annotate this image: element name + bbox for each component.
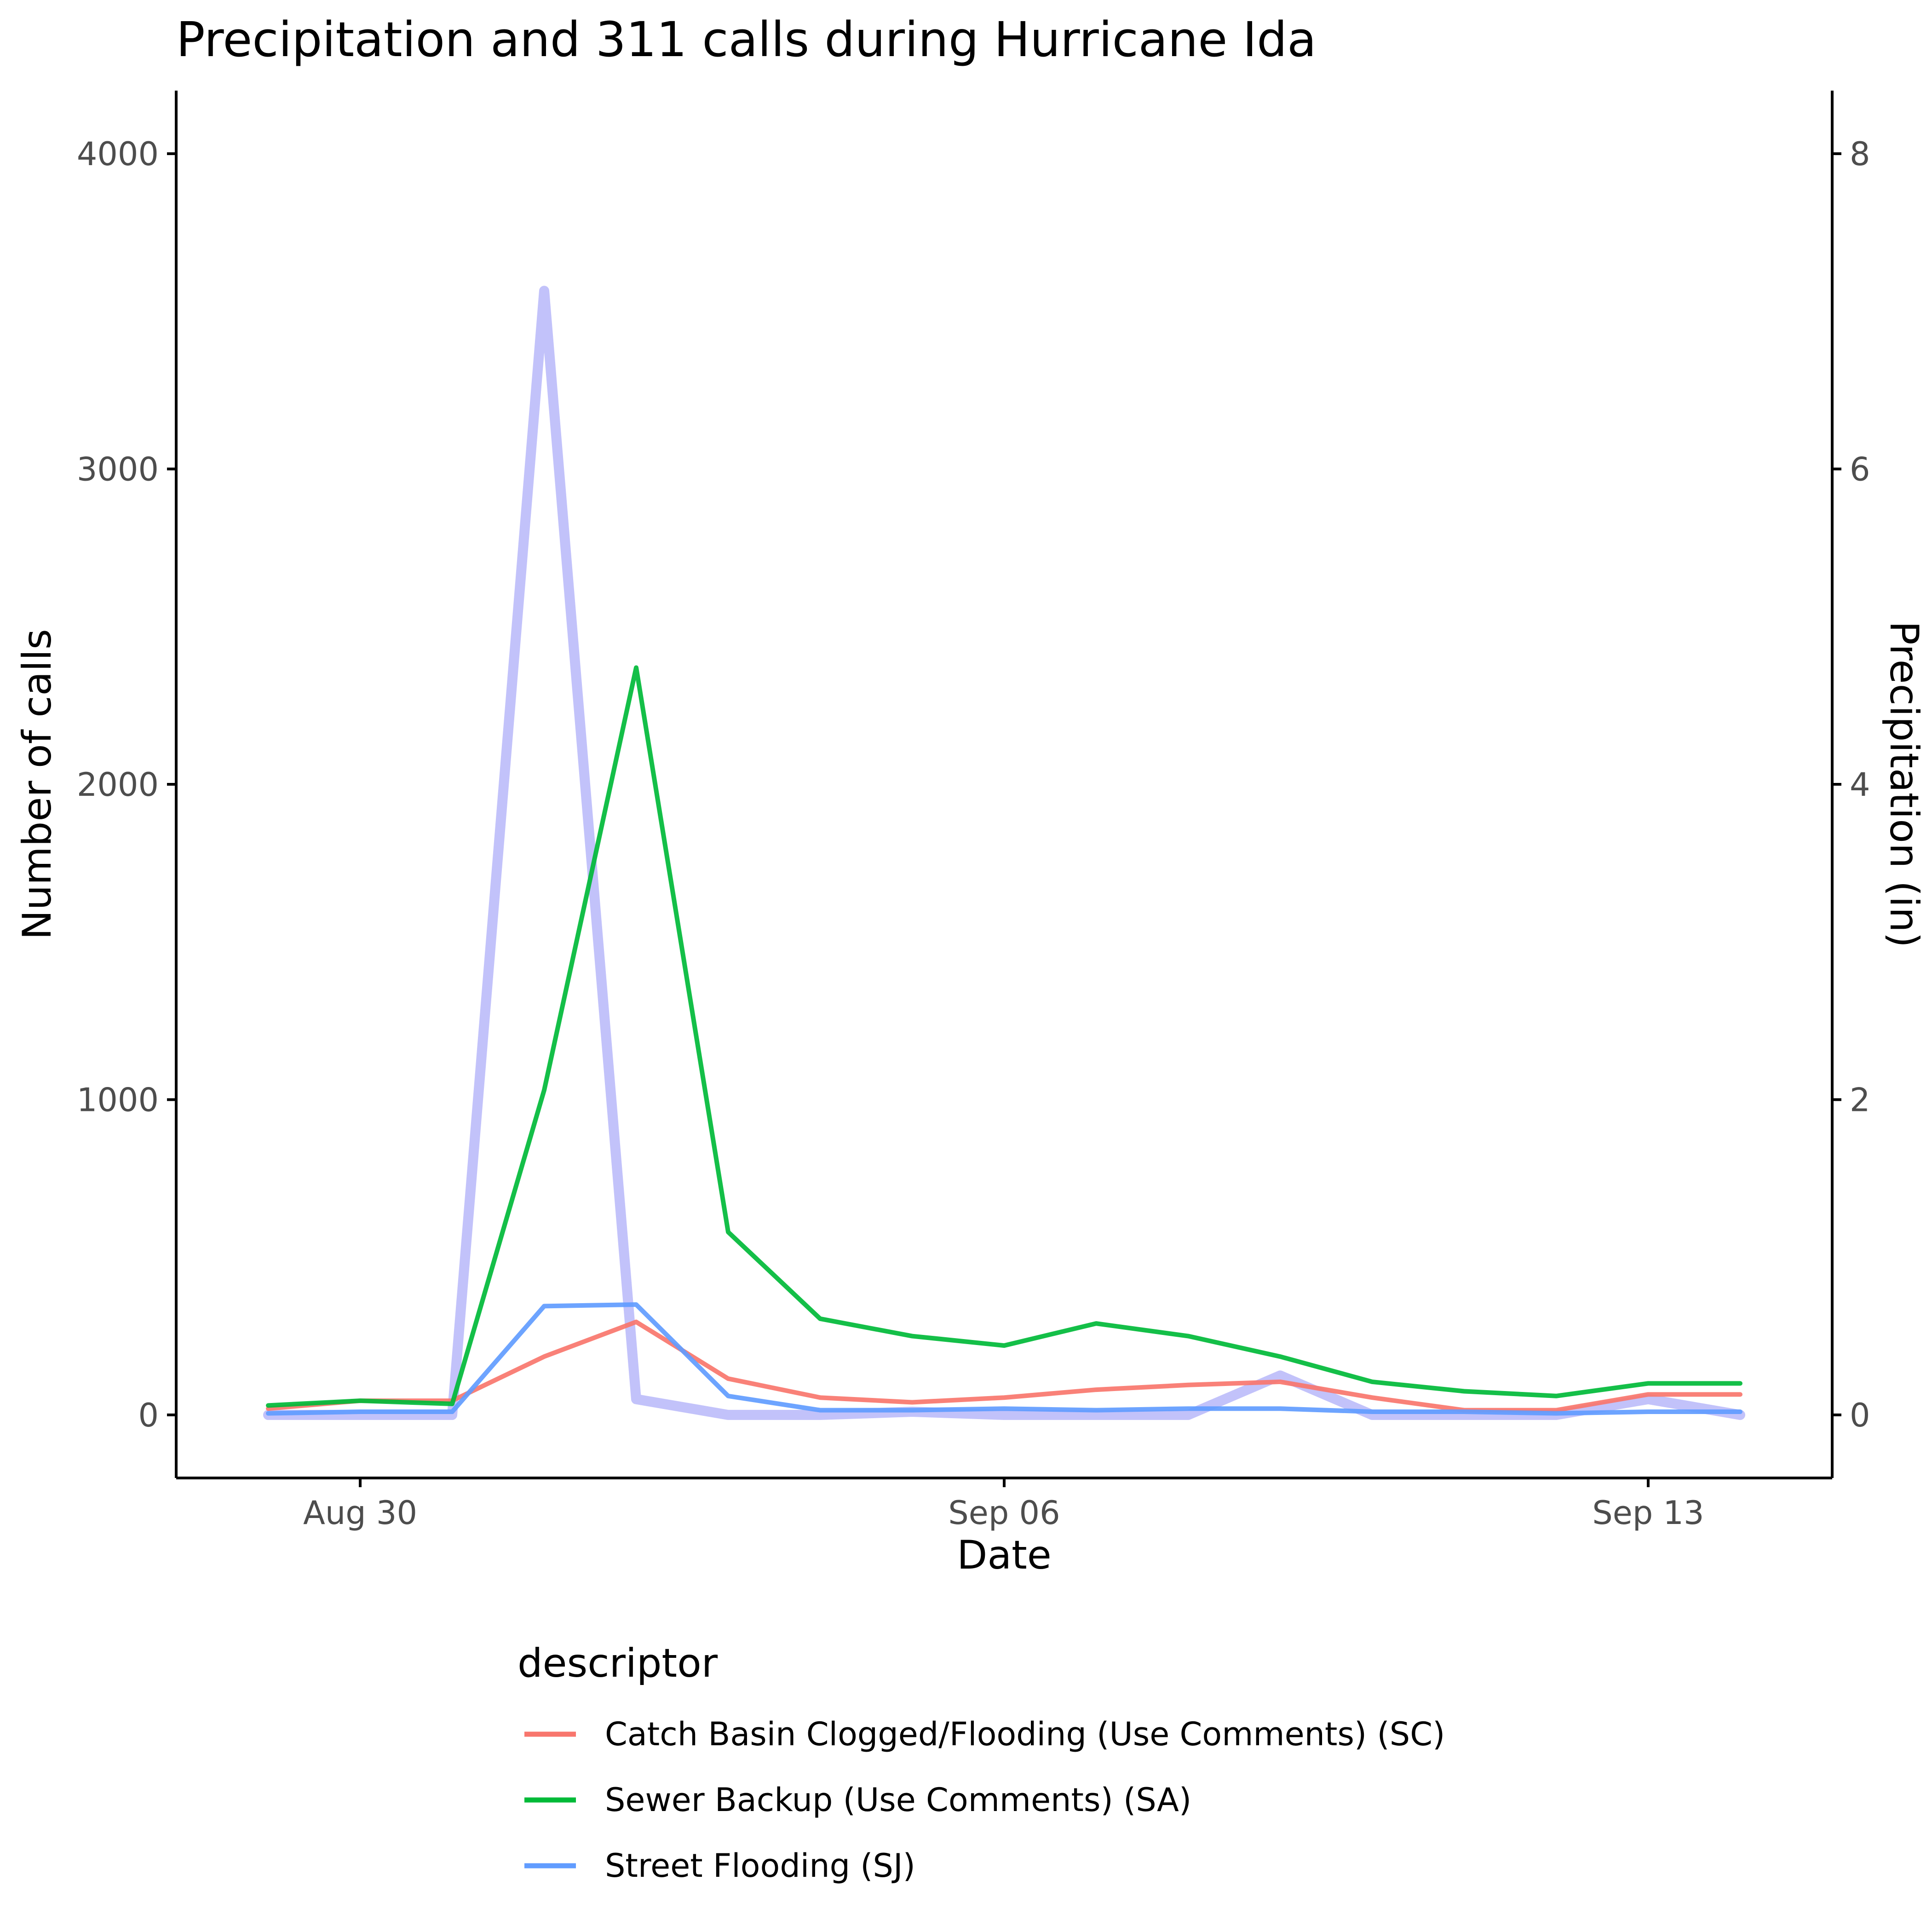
y2-tick-label: 6: [1850, 451, 1870, 489]
y-tick-label: 4000: [77, 135, 159, 173]
x-axis-title: Date: [957, 1532, 1052, 1578]
legend-label: Street Flooding (SJ): [605, 1847, 915, 1885]
chart-title: Precipitation and 311 calls during Hurri…: [176, 12, 1317, 68]
x-tick-label: Sep 06: [948, 1494, 1060, 1532]
y-axis-title: Number of calls: [14, 629, 60, 940]
y-tick-label: 3000: [77, 451, 159, 489]
precipitation-line: [263, 286, 1745, 1420]
x-tick-label: Sep 13: [1592, 1494, 1704, 1532]
series-line: [266, 665, 1742, 1408]
legend-label: Catch Basin Clogged/Flooding (Use Commen…: [605, 1715, 1445, 1753]
y2-tick-label: 4: [1850, 766, 1870, 804]
legend: descriptor Catch Basin Clogged/Flooding …: [518, 1640, 1445, 1885]
y-tick-label: 0: [138, 1397, 159, 1434]
plot-area: [263, 286, 1745, 1420]
series-line: [266, 1302, 1742, 1416]
y2-tick-label: 0: [1850, 1397, 1870, 1434]
y-tick-label: 1000: [77, 1081, 159, 1119]
legend-label: Sewer Backup (Use Comments) (SA): [605, 1781, 1191, 1819]
y2-axis-ticks: 0 2 4 6 8: [1832, 135, 1870, 1434]
y-tick-label: 2000: [77, 766, 159, 804]
x-tick-label: Aug 30: [303, 1494, 417, 1532]
y2-tick-label: 2: [1850, 1081, 1870, 1119]
legend-title: descriptor: [518, 1640, 718, 1686]
x-axis-ticks: Aug 30 Sep 06 Sep 13: [303, 1478, 1704, 1532]
y-axis-ticks: 0 1000 2000 3000 4000: [77, 135, 176, 1434]
y2-tick-label: 8: [1850, 135, 1870, 173]
y2-axis-title: Precipitation (in): [1881, 621, 1927, 948]
